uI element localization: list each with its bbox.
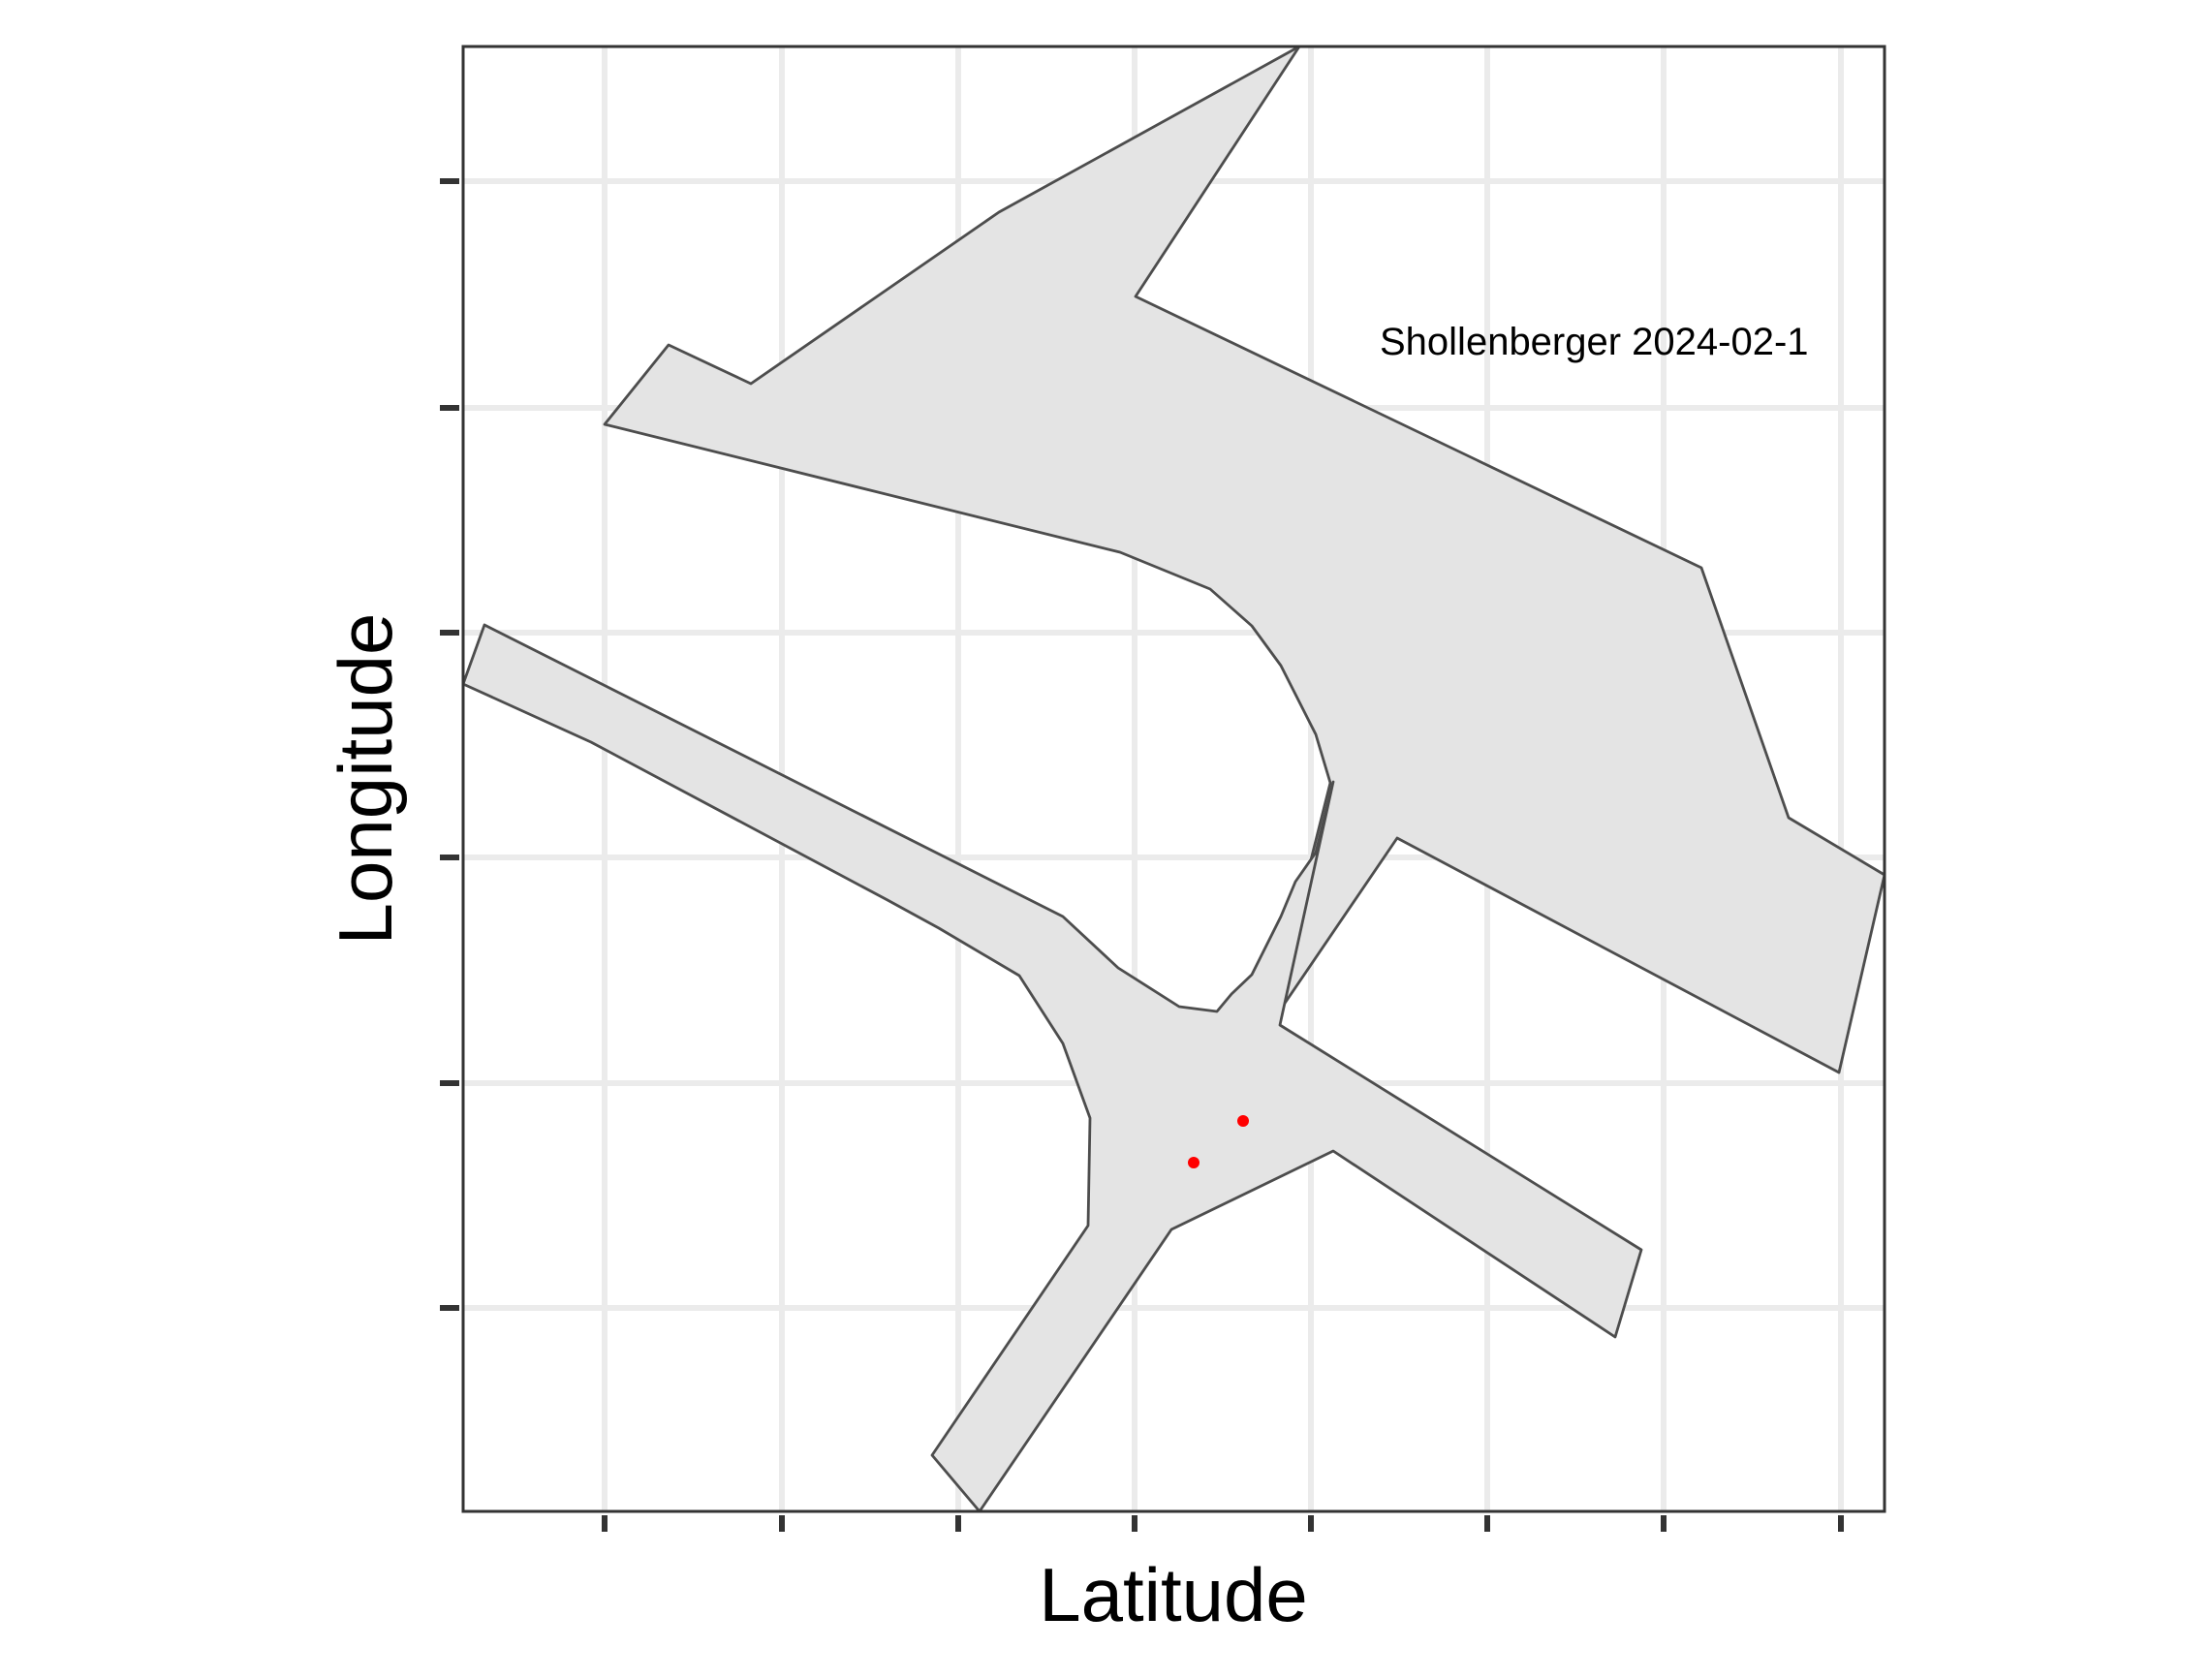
x-axis-title: Latitude [1039,1552,1308,1637]
plot-panel-border [461,45,1886,1513]
y-axis-title: Longitude [323,613,408,946]
map-annotation: Shollenberger 2024-02-1 [1380,321,1809,363]
footprint-south [461,623,1643,1513]
y-axis-ticks [440,178,459,1311]
x-axis-ticks [602,1515,1844,1532]
sample-point-2 [1188,1157,1199,1168]
footprint-north [603,45,1886,1074]
sample-point-1 [1237,1115,1249,1127]
